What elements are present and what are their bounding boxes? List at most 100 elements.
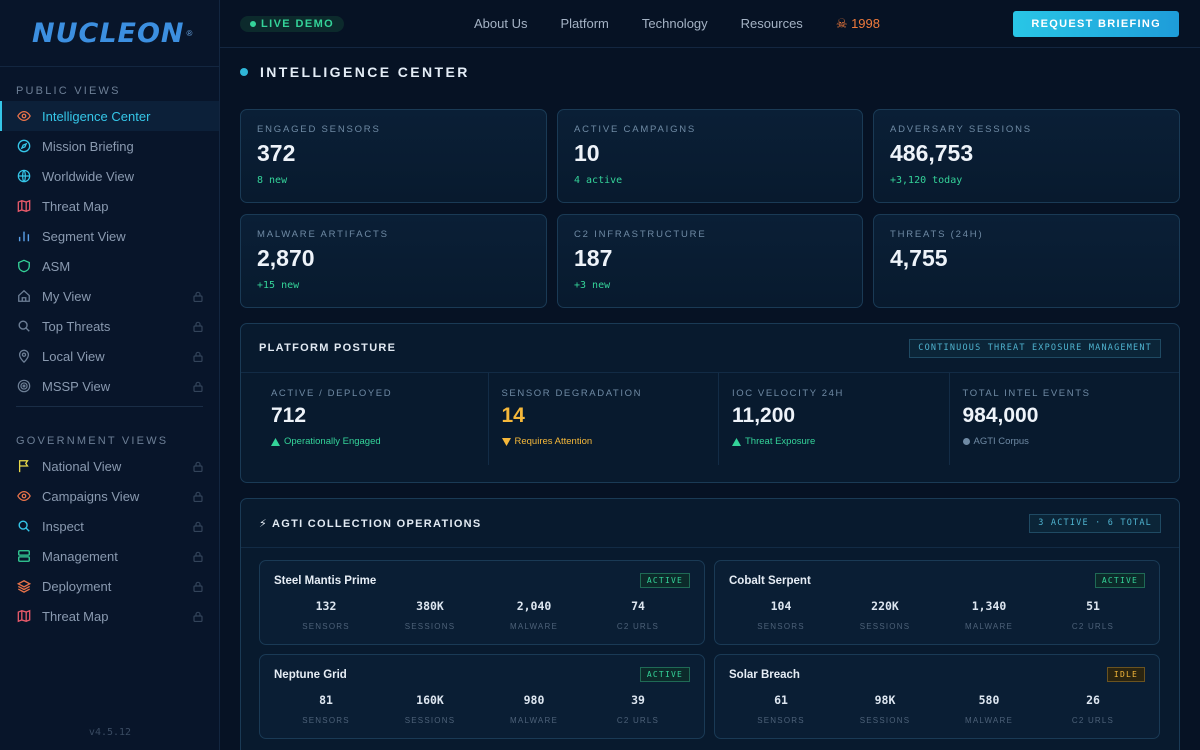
lock-icon bbox=[193, 290, 203, 305]
status-badge: IDLE bbox=[1106, 667, 1145, 682]
metric-value: 2,040 bbox=[516, 599, 552, 613]
nav-resources[interactable]: Resources bbox=[740, 15, 803, 31]
live-demo-badge: LIVE DEMO bbox=[240, 15, 345, 32]
sidebar-item-intelligence-center[interactable]: Intelligence Center bbox=[0, 101, 219, 131]
sidebar-item-mission-briefing[interactable]: Mission Briefing bbox=[0, 131, 219, 161]
stat-value: 187 bbox=[574, 245, 613, 271]
posture-label: ACTIVE / DEPLOYED bbox=[271, 388, 393, 399]
operation-cards: Steel Mantis Prime ACTIVE 132 SENSORS 380K SE… bbox=[241, 548, 1179, 739]
operation-card-cobalt-serpent[interactable]: Cobalt Serpent ACTIVE 104 SENSORS 220K SESSIO… bbox=[714, 560, 1160, 645]
posture-value: 984,000 bbox=[962, 404, 1039, 427]
stat-card-c2-infrastructure: C2 INFRASTRUCTURE 187 +3 new bbox=[557, 214, 863, 308]
pin-icon bbox=[16, 348, 32, 364]
sidebar-item-threat-map[interactable]: Threat Map bbox=[0, 191, 219, 221]
public-views-heading: PUBLIC VIEWS bbox=[16, 85, 121, 97]
stat-label: MALWARE ARTIFACTS bbox=[257, 229, 389, 240]
metric-value: 61 bbox=[774, 693, 788, 707]
compass-icon bbox=[16, 138, 32, 154]
sidebar-item-local-view[interactable]: Local View bbox=[0, 341, 219, 371]
stat-card-adversary-sessions: ADVERSARY SESSIONS 486,753 +3,120 today bbox=[873, 109, 1180, 203]
government-views-nav: National View Campaigns View Inspect Manage… bbox=[0, 451, 219, 631]
sidebar-item-label: Threat Map bbox=[42, 198, 109, 214]
government-views-heading: GOVERNMENT VIEWS bbox=[16, 435, 169, 447]
operation-card-steel-mantis-prime[interactable]: Steel Mantis Prime ACTIVE 132 SENSORS 380K SE… bbox=[259, 560, 705, 645]
stat-delta: +15 new bbox=[257, 280, 300, 291]
operation-metric: 160K SESSIONS bbox=[378, 693, 482, 725]
target-icon bbox=[16, 378, 32, 394]
sidebar-item-label: ASM bbox=[42, 258, 71, 274]
sidebar-item-deployment[interactable]: Deployment bbox=[0, 571, 219, 601]
status-dot-icon bbox=[962, 438, 970, 445]
posture-status-text: Threat Exposure bbox=[745, 436, 816, 447]
posture-status: AGTI Corpus bbox=[962, 436, 1180, 447]
stat-card-malware-artifacts: MALWARE ARTIFACTS 2,870 +15 new bbox=[240, 214, 547, 308]
stat-label: C2 INFRASTRUCTURE bbox=[574, 229, 707, 240]
sidebar-item-management[interactable]: Management bbox=[0, 541, 219, 571]
search-icon bbox=[16, 318, 32, 334]
brand-logo[interactable]: NUCLEON ® bbox=[0, 0, 219, 67]
operation-metrics: 104 SENSORS 220K SESSIONS 1,340 MALWARE 51 C2 U… bbox=[729, 599, 1145, 631]
posture-status-text: Operationally Engaged bbox=[284, 436, 381, 447]
operation-metric: 220K SESSIONS bbox=[833, 599, 937, 631]
threat-counter: ☠ 1998 bbox=[835, 15, 880, 31]
sidebar-item-mssp-view[interactable]: MSSP View bbox=[0, 371, 219, 401]
sidebar-item-campaigns-view[interactable]: Campaigns View bbox=[0, 481, 219, 511]
sidebar-item-my-view[interactable]: My View bbox=[0, 281, 219, 311]
stat-delta: 8 new bbox=[257, 175, 288, 186]
posture-status: Requires Attention bbox=[501, 436, 719, 447]
request-briefing-button[interactable]: REQUEST BRIEFING bbox=[1013, 11, 1179, 37]
sidebar-item-label: Segment View bbox=[42, 228, 126, 244]
operation-card-neptune-grid[interactable]: Neptune Grid ACTIVE 81 SENSORS 160K SESSIONS 9… bbox=[259, 654, 705, 739]
nav-technology[interactable]: Technology bbox=[641, 15, 708, 31]
server-icon bbox=[16, 548, 32, 564]
eye-icon bbox=[16, 488, 32, 504]
operation-header: Cobalt Serpent ACTIVE bbox=[729, 573, 1145, 588]
nav-about-us[interactable]: About Us bbox=[474, 15, 528, 31]
metric-label: C2 URLS bbox=[1071, 716, 1115, 725]
lock-icon bbox=[193, 610, 203, 625]
posture-title: PLATFORM POSTURE bbox=[259, 342, 397, 354]
sidebar-item-worldwide-view[interactable]: Worldwide View bbox=[0, 161, 219, 191]
nav-platform[interactable]: Platform bbox=[560, 15, 609, 31]
metric-value: 98K bbox=[874, 693, 896, 707]
sidebar-item-label: My View bbox=[42, 288, 91, 304]
sidebar-item-threat-map[interactable]: Threat Map bbox=[0, 601, 219, 631]
map-icon bbox=[16, 198, 32, 214]
posture-status-text: Requires Attention bbox=[514, 436, 593, 447]
stat-value: 486,753 bbox=[890, 140, 974, 166]
metric-label: C2 URLS bbox=[616, 716, 660, 725]
metric-label: SESSIONS bbox=[404, 716, 456, 725]
posture-value: 712 bbox=[271, 404, 307, 427]
sidebar-item-inspect[interactable]: Inspect bbox=[0, 511, 219, 541]
sidebar-item-segment-view[interactable]: Segment View bbox=[0, 221, 219, 251]
layers-icon bbox=[16, 578, 32, 594]
sidebar-item-label: Inspect bbox=[42, 518, 84, 534]
operation-header: Steel Mantis Prime ACTIVE bbox=[274, 573, 690, 588]
operation-metric: 580 MALWARE bbox=[937, 693, 1041, 725]
stat-card-active-campaigns: ACTIVE CAMPAIGNS 10 4 active bbox=[557, 109, 863, 203]
stat-cards: ENGAGED SENSORS 372 8 new ACTIVE CAMPAIGNS 1… bbox=[240, 109, 1180, 308]
sidebar-item-asm[interactable]: ASM bbox=[0, 251, 219, 281]
flag-icon bbox=[16, 458, 32, 474]
sidebar-item-top-threats[interactable]: Top Threats bbox=[0, 311, 219, 341]
collection-operations-panel: ⚡ AGTI COLLECTION OPERATIONS 3 ACTIVE · … bbox=[240, 498, 1180, 750]
operation-card-solar-breach[interactable]: Solar Breach IDLE 61 SENSORS 98K SESSIONS 580 M… bbox=[714, 654, 1160, 739]
trend-down-icon bbox=[501, 437, 511, 446]
live-dot-icon bbox=[250, 20, 256, 27]
title-dot-icon bbox=[240, 68, 248, 76]
stat-value: 2,870 bbox=[257, 245, 315, 271]
sidebar-item-label: Management bbox=[42, 548, 118, 564]
metric-value: 580 bbox=[978, 693, 1000, 707]
status-badge: ACTIVE bbox=[639, 573, 690, 588]
operation-metrics: 61 SENSORS 98K SESSIONS 580 MALWARE 26 C2 URLS bbox=[729, 693, 1145, 725]
sidebar-item-national-view[interactable]: National View bbox=[0, 451, 219, 481]
operation-metric: 2,040 MALWARE bbox=[482, 599, 586, 631]
metric-value: 980 bbox=[523, 693, 545, 707]
status-badge: ACTIVE bbox=[1094, 573, 1145, 588]
lock-icon bbox=[193, 380, 203, 395]
posture-metric-active-deployed: ACTIVE / DEPLOYED 712 Operationally Engage… bbox=[241, 373, 488, 465]
globe-icon bbox=[16, 168, 32, 184]
sidebar-item-label: Intelligence Center bbox=[42, 108, 151, 124]
posture-status-text: AGTI Corpus bbox=[973, 436, 1029, 447]
operation-metric: 51 C2 URLS bbox=[1041, 599, 1145, 631]
